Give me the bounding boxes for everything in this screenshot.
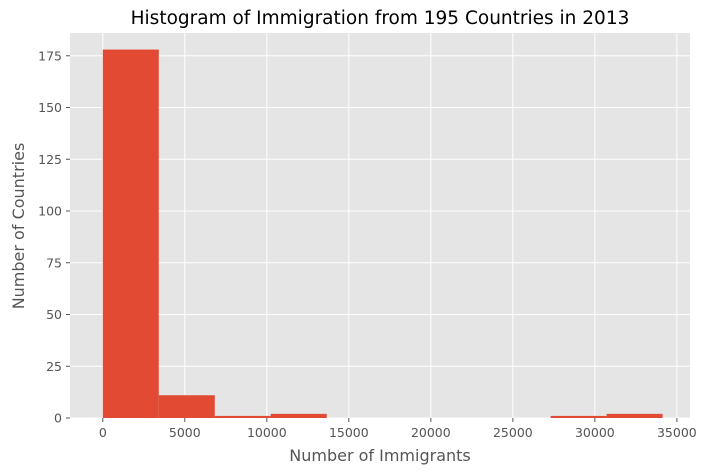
histogram-bar (214, 415, 271, 418)
y-tick-label: 175 (38, 48, 62, 63)
x-axis-label: Number of Immigrants (289, 446, 471, 465)
histogram-bar (606, 413, 663, 418)
histogram-bar (158, 395, 215, 418)
histogram-bar (270, 413, 327, 418)
histogram-bar (550, 415, 607, 418)
x-tick-label: 10000 (247, 425, 287, 440)
y-axis-ticks: 0 25 50 75 100 125 150 175 (38, 48, 70, 426)
x-tick-label: 30000 (575, 425, 615, 440)
y-tick-label: 100 (38, 204, 62, 219)
x-tick-label: 25000 (493, 425, 533, 440)
y-tick-label: 150 (38, 100, 62, 115)
x-axis-ticks: 0 5000 10000 15000 20000 25000 30000 35000 (99, 418, 697, 440)
histogram-bars (102, 49, 663, 418)
grid-lines (70, 33, 690, 419)
x-tick-label: 35000 (657, 425, 697, 440)
y-tick-label: 125 (38, 152, 62, 167)
y-tick-label: 25 (46, 359, 62, 374)
x-tick-label: 0 (99, 425, 107, 440)
y-tick-label: 50 (46, 307, 62, 322)
plot-area (70, 33, 690, 418)
x-tick-label: 15000 (329, 425, 369, 440)
y-tick-label: 0 (54, 411, 62, 426)
chart-title: Histogram of Immigration from 195 Countr… (131, 8, 630, 29)
x-tick-label: 5000 (169, 425, 201, 440)
y-tick-label: 75 (46, 255, 62, 270)
x-tick-label: 20000 (411, 425, 451, 440)
histogram-bar (102, 49, 159, 418)
y-axis-label: Number of Countries (9, 143, 28, 310)
